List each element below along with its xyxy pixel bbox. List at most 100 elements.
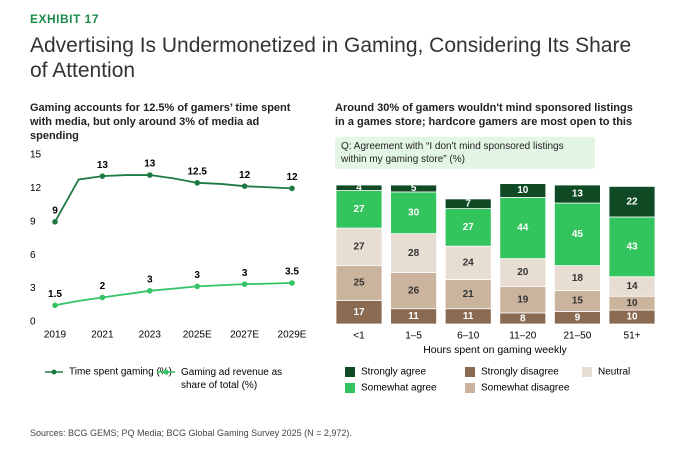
point-marker bbox=[241, 281, 248, 287]
point-marker bbox=[99, 294, 106, 301]
legend-label: Gaming ad revenue as share of total (%) bbox=[181, 367, 282, 391]
data-label: 17 bbox=[353, 307, 365, 318]
bar-segment bbox=[554, 202, 601, 267]
x-tick-label: 2027E bbox=[230, 330, 259, 341]
legend-label: Somewhat disagree bbox=[481, 383, 570, 394]
data-label: 14 bbox=[626, 281, 638, 292]
point-marker bbox=[289, 185, 295, 192]
point-marker bbox=[194, 283, 200, 290]
bar-segment bbox=[554, 265, 601, 292]
bar-segment bbox=[335, 190, 383, 229]
y-tick-label: 6 bbox=[30, 250, 36, 261]
x-tick-label: 2029E bbox=[278, 330, 307, 341]
data-label: 28 bbox=[408, 248, 420, 259]
y-tick-label: 0 bbox=[30, 317, 36, 328]
y-tick-label: 15 bbox=[30, 150, 42, 161]
data-label: 26 bbox=[408, 285, 420, 296]
data-label: 27 bbox=[463, 222, 475, 233]
data-label: 10 bbox=[626, 312, 638, 323]
legend-label: Neutral bbox=[598, 367, 630, 378]
x-tick-label: 6–10 bbox=[457, 331, 480, 342]
data-label: 20 bbox=[517, 267, 529, 278]
data-label: 15 bbox=[572, 296, 584, 307]
point-marker bbox=[289, 280, 295, 286]
data-label: 12 bbox=[239, 170, 251, 181]
legend-swatch bbox=[582, 367, 592, 377]
bar-segment bbox=[335, 184, 383, 191]
data-label: 27 bbox=[353, 204, 365, 215]
data-label: 4 bbox=[356, 182, 362, 193]
data-label: 3 bbox=[194, 270, 200, 281]
page-title: Advertising Is Undermonetized in Gaming,… bbox=[30, 34, 632, 82]
legend-swatch bbox=[345, 367, 355, 377]
data-label: 11 bbox=[408, 311, 419, 322]
bar-segment bbox=[499, 286, 547, 314]
data-label: 10 bbox=[626, 298, 638, 309]
bar-segment bbox=[444, 198, 492, 210]
data-label: 12 bbox=[286, 172, 298, 183]
x-tick-label: 21–50 bbox=[563, 331, 591, 342]
point-marker bbox=[147, 172, 153, 178]
y-tick-label: 3 bbox=[30, 283, 36, 294]
x-tick-label: 2021 bbox=[91, 330, 114, 341]
data-label: 3 bbox=[147, 274, 153, 285]
bar-segment bbox=[608, 185, 656, 218]
point-marker bbox=[147, 288, 153, 294]
legend-label: Strongly agree bbox=[361, 367, 426, 378]
x-tick-label: 2019 bbox=[44, 330, 67, 341]
data-label: 1.5 bbox=[48, 289, 62, 300]
data-label: 5 bbox=[411, 183, 417, 194]
bar-segment bbox=[390, 184, 438, 193]
data-label: 11 bbox=[463, 311, 474, 322]
data-label: 2 bbox=[100, 281, 106, 292]
data-label: 25 bbox=[353, 278, 365, 289]
data-label: 13 bbox=[572, 189, 584, 200]
x-tick-label: 2025E bbox=[183, 330, 212, 341]
legend-label: Strongly disagree bbox=[481, 367, 559, 378]
source-note: Sources: BCG GEMS; PQ Media; BCG Global … bbox=[30, 428, 352, 438]
legend-swatch bbox=[465, 383, 475, 393]
x-tick-label: 11–20 bbox=[509, 331, 537, 342]
data-label: 3 bbox=[242, 268, 248, 279]
data-label: 8 bbox=[520, 314, 526, 325]
point-marker bbox=[52, 302, 58, 309]
data-label: 27 bbox=[353, 241, 365, 252]
x-tick-label: 1–5 bbox=[405, 331, 422, 342]
bar-segment bbox=[554, 184, 601, 204]
data-label: 44 bbox=[517, 223, 529, 234]
bar-segment bbox=[390, 191, 438, 235]
data-label: 12.5 bbox=[187, 166, 207, 177]
data-label: 30 bbox=[408, 207, 420, 218]
x-tick-label: <1 bbox=[353, 331, 365, 342]
data-label: 22 bbox=[626, 196, 638, 207]
right-subtitle: Around 30% of gamers wouldn't mind spons… bbox=[335, 102, 633, 128]
data-label: 10 bbox=[517, 185, 529, 196]
data-label: 3.5 bbox=[285, 267, 299, 278]
data-label: 43 bbox=[626, 241, 638, 252]
left-subtitle: Gaming accounts for 12.5% of gamers’ tim… bbox=[30, 102, 291, 142]
exhibit-label: EXHIBIT 17 bbox=[30, 12, 100, 26]
data-label: 13 bbox=[144, 159, 156, 170]
point-marker bbox=[99, 173, 106, 179]
data-label: 18 bbox=[572, 273, 584, 284]
y-tick-label: 12 bbox=[30, 183, 42, 194]
legend-label: Somewhat agree bbox=[361, 383, 437, 394]
bar-segment bbox=[499, 183, 547, 198]
legend-swatch bbox=[465, 367, 475, 377]
data-label: 45 bbox=[572, 229, 584, 240]
bar-segment bbox=[444, 245, 492, 280]
legend-label: Time spent gaming (%) bbox=[69, 367, 172, 378]
bar-segment bbox=[390, 233, 438, 273]
data-label: 9 bbox=[575, 312, 581, 323]
question-box: Q: Agreement with “I don't mind sponsore… bbox=[335, 137, 595, 169]
bar-segment bbox=[444, 279, 492, 310]
data-label: 7 bbox=[465, 198, 471, 209]
point-marker bbox=[52, 219, 58, 225]
data-label: 24 bbox=[463, 257, 475, 268]
x-tick-label: 2023 bbox=[139, 330, 162, 341]
data-label: 21 bbox=[463, 289, 475, 300]
bar-segment bbox=[390, 272, 438, 310]
legend-swatch bbox=[345, 383, 355, 393]
